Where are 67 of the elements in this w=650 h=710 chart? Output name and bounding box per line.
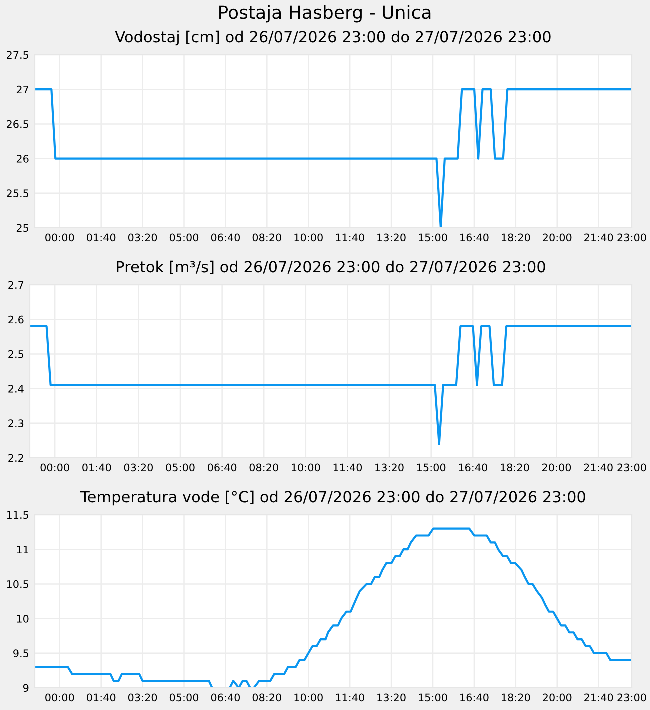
x-tick-label: 01:40 (87, 234, 116, 242)
y-tick-label: 25.5 (7, 190, 29, 198)
x-tick-label: 23:00 (618, 694, 646, 702)
y-tick-label: 2.5 (8, 350, 24, 358)
x-tick-label: 08:20 (250, 464, 278, 472)
x-tick-label: 06:40 (211, 694, 240, 702)
x-tick-label: 18:20 (502, 694, 530, 702)
y-tick-label: 11.5 (7, 511, 29, 520)
x-tick-label: 05:00 (170, 694, 199, 702)
x-tick-label: 03:20 (124, 464, 154, 472)
x-tick-label: 18:20 (502, 234, 530, 242)
x-tick-label: 03:20 (128, 694, 158, 702)
y-tick-label: 27 (16, 86, 29, 94)
chart-title: Temperatura vode [°C] od 26/07/2026 23:00 do 27/07/2026 23:00 (80, 490, 586, 506)
x-tick-label: 06:40 (208, 464, 237, 472)
y-tick-label: 11 (17, 546, 28, 554)
x-tick-label: 15:00 (417, 464, 446, 472)
y-tick-label: 2.7 (8, 281, 24, 289)
x-tick-label: 10:00 (294, 234, 323, 242)
y-tick-label: 9.5 (14, 650, 29, 658)
x-tick-label: 15:00 (419, 234, 448, 242)
x-tick-label: 23:00 (618, 234, 646, 242)
x-tick-label: 20:00 (543, 234, 572, 242)
x-tick-label: 11:40 (334, 464, 362, 472)
y-tick-label: 2.3 (8, 420, 24, 428)
x-tick-label: 13:20 (378, 694, 406, 702)
x-tick-label: 11:40 (336, 234, 364, 242)
y-tick-label: 26.5 (7, 120, 29, 128)
x-tick-label: 23:00 (618, 464, 646, 472)
y-tick-label: 10.5 (7, 580, 29, 588)
x-tick-label: 21:40 (584, 694, 614, 702)
x-tick-label: 05:00 (166, 464, 195, 472)
x-tick-label: 00:00 (40, 464, 70, 472)
y-tick-label: 2.2 (8, 454, 24, 462)
x-tick-label: 00:00 (46, 694, 74, 702)
x-tick-label: 08:20 (252, 234, 282, 242)
x-tick-label: 00:00 (46, 234, 74, 242)
x-tick-label: 05:00 (170, 234, 199, 242)
x-tick-label: 08:20 (252, 694, 282, 702)
x-tick-label: 21:40 (584, 234, 614, 242)
x-tick-label: 10:00 (292, 464, 320, 472)
y-tick-label: 10 (17, 615, 29, 623)
x-tick-label: 06:40 (211, 234, 240, 242)
x-tick-label: 20:00 (543, 694, 572, 702)
chart-subtitle: Vodostaj [cm] od 26/07/2026 23:00 do 27/07/2026 23:00 (115, 30, 551, 46)
x-tick-label: 01:40 (87, 694, 116, 702)
x-tick-label: 13:20 (378, 234, 406, 242)
y-tick-label: 2.4 (8, 385, 24, 393)
x-tick-label: 21:40 (584, 464, 613, 472)
x-tick-label: 13:20 (376, 464, 404, 472)
x-tick-label: 10:00 (294, 694, 323, 702)
x-tick-label: 11:40 (336, 694, 364, 702)
x-tick-label: 20:00 (542, 464, 572, 472)
y-tick-label: 26 (16, 155, 29, 163)
x-tick-label: 01:40 (82, 464, 112, 472)
x-tick-label: 03:20 (128, 234, 158, 242)
x-tick-label: 16:40 (459, 464, 488, 472)
y-tick-label: 9 (23, 684, 29, 692)
chart-title: Postaja Hasberg - Unica (220, 5, 431, 23)
y-tick-label: 27.5 (7, 51, 29, 60)
y-tick-label: 2.6 (8, 316, 24, 324)
y-tick-label: 25 (16, 224, 29, 232)
chart-title: Pretok [m³/s] od 26/07/2026 23:00 do 27/07/2026 23:00 (117, 260, 546, 275)
x-tick-label: 16:40 (460, 694, 489, 702)
x-tick-label: 18:20 (501, 464, 530, 472)
x-tick-label: 15:00 (419, 694, 448, 702)
x-tick-label: 16:40 (460, 234, 489, 242)
